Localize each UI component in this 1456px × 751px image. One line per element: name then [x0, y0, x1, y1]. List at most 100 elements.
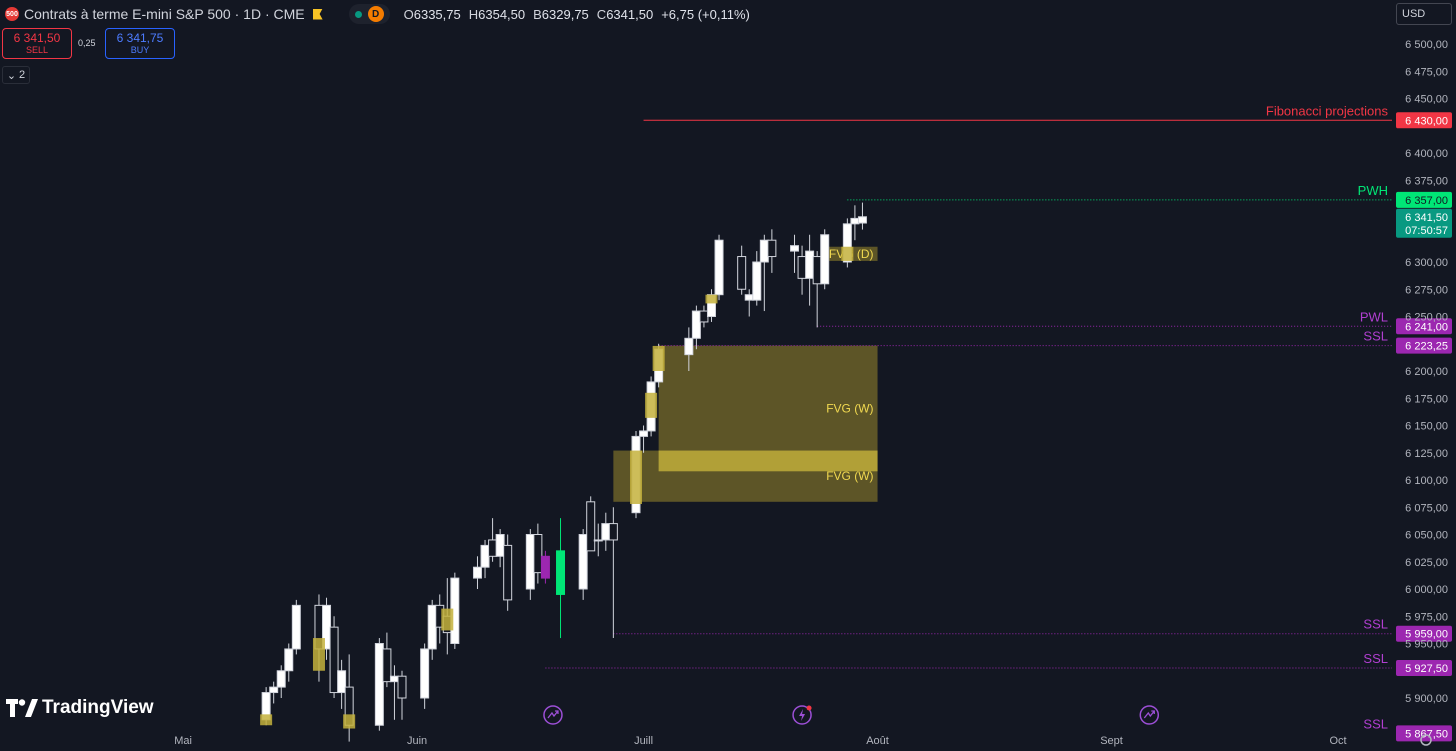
level-price-text: 6 223,25 — [1405, 341, 1448, 353]
candle-body — [488, 539, 498, 557]
candle-body — [337, 670, 347, 694]
level-price-text: 6 430,00 — [1405, 115, 1448, 127]
level-label: SSL — [1363, 716, 1388, 731]
level-price-tag — [1396, 337, 1452, 354]
candle-body — [737, 256, 747, 290]
fvg-overlap — [658, 450, 878, 472]
candle-body — [752, 261, 762, 301]
candle-body — [276, 670, 286, 688]
candle-body — [691, 310, 701, 339]
currency-select[interactable]: USD — [1396, 3, 1452, 25]
candle-body — [329, 626, 339, 694]
flag-icon[interactable] — [312, 8, 323, 20]
candle-body — [639, 430, 649, 437]
candle-body — [540, 555, 550, 579]
y-tick-label: 5 950,00 — [1405, 639, 1448, 651]
market-status[interactable]: D — [348, 4, 390, 24]
notification-dot — [806, 705, 812, 711]
level-label: Fibonacci projections — [1266, 103, 1389, 118]
candle-body — [480, 544, 490, 568]
y-tick-label: 6 000,00 — [1405, 584, 1448, 596]
candle-body — [389, 675, 399, 683]
candle-body — [812, 256, 822, 285]
level-price-tag — [1396, 625, 1452, 642]
fvg-label: FVG (W) — [826, 469, 873, 483]
sell-button[interactable]: 6 341,50 SELL — [2, 28, 72, 59]
high-value: 6354,50 — [478, 6, 526, 22]
dividend-arrow-icon[interactable] — [543, 705, 563, 725]
price-axis[interactable]: 6 500,00 6 475,00 6 450,00 6 400,00 6 375,00… — [1405, 39, 1448, 705]
y-tick-label: 6 100,00 — [1405, 475, 1448, 487]
y-tick-label: 6 500,00 — [1405, 39, 1448, 51]
level-price-text: 5 927,50 — [1405, 663, 1448, 675]
time-axis[interactable]: Mai Juin Juill Août Sept Oct — [174, 734, 1432, 747]
candle-body — [601, 523, 611, 541]
level-price-tag — [1396, 725, 1452, 742]
level-label: PWH — [1358, 183, 1388, 198]
level-label: SSL — [1363, 651, 1388, 666]
fvg-candle-mark — [630, 450, 642, 504]
symbol-title[interactable]: Contrats à terme E-mini S&P 500 · 1D · C… — [24, 6, 305, 22]
event-markers[interactable] — [543, 705, 1160, 725]
x-tick-label: Juill — [634, 735, 653, 747]
candle-body — [684, 337, 694, 356]
level-price-text: 5 959,00 — [1405, 629, 1448, 641]
candle-body — [714, 239, 724, 296]
fvg-candle-mark — [260, 714, 273, 726]
fvg-candle-mark — [312, 638, 325, 671]
y-tick-label: 6 025,00 — [1405, 557, 1448, 569]
y-tick-label: 6 450,00 — [1405, 94, 1448, 106]
candle-body — [608, 523, 618, 541]
fvg-candle-mark — [645, 392, 658, 418]
fvg-label: FVG (W) — [826, 401, 873, 415]
last-price-tag — [1396, 208, 1452, 238]
y-tick-label: 5 900,00 — [1405, 693, 1448, 705]
fvg-candle-mark — [343, 714, 356, 729]
candle-body — [767, 239, 777, 258]
brand-name: TradingView — [42, 697, 154, 718]
level-price-text: 6 241,00 — [1405, 321, 1448, 333]
buy-button[interactable]: 6 341,75 BUY — [105, 28, 175, 59]
y-tick-label: 6 125,00 — [1405, 448, 1448, 460]
symbol-logo[interactable]: 500 — [5, 7, 19, 21]
candle-body — [382, 648, 392, 683]
high-label: H — [468, 6, 479, 22]
candle-body — [842, 223, 852, 263]
candle-body — [820, 234, 830, 285]
open-value: 6335,75 — [413, 6, 461, 22]
candle-body — [578, 534, 588, 590]
ohlc-values: O6335,75 H6354,50 B6329,75 C6341,50 +6,7… — [404, 7, 750, 22]
arrow-glyph — [547, 710, 559, 719]
dividend-arrow-icon[interactable] — [1139, 705, 1160, 725]
y-tick-label: 6 300,00 — [1405, 257, 1448, 269]
gear-icon[interactable] — [1420, 734, 1432, 746]
candle-body — [495, 534, 505, 557]
candle-body — [269, 686, 279, 694]
low-label: B — [533, 6, 542, 22]
candle-body — [857, 216, 867, 224]
y-tick-label: 6 175,00 — [1405, 393, 1448, 405]
y-tick-label: 6 075,00 — [1405, 502, 1448, 514]
y-tick-label: 6 050,00 — [1405, 530, 1448, 542]
level-price-tag — [1396, 112, 1452, 129]
buy-price: 6 341,75 — [116, 30, 164, 45]
flash-icon[interactable] — [792, 705, 812, 725]
candle-body — [797, 256, 807, 279]
y-tick-label: 6 275,00 — [1405, 284, 1448, 296]
candle-body — [805, 250, 815, 279]
tradingview-logo[interactable]: TradingView — [6, 697, 154, 719]
indicators-count: 2 — [19, 69, 26, 81]
fvg-candle-mark — [705, 294, 718, 304]
y-tick-label: 6 475,00 — [1405, 66, 1448, 78]
candle-body — [790, 245, 800, 252]
candle-body — [533, 534, 543, 574]
y-tick-label: 6 400,00 — [1405, 148, 1448, 160]
low-value: 6329,75 — [541, 6, 589, 22]
fvg-candle-marks — [260, 246, 854, 729]
close-label: C — [596, 6, 607, 22]
level-price-tag — [1396, 318, 1452, 335]
candle-body — [420, 648, 430, 699]
indicators-toggle[interactable]: ⌄ 2 — [2, 66, 30, 84]
fvg-zones: FVG (D)FVG (W)FVG (W) — [613, 246, 878, 502]
